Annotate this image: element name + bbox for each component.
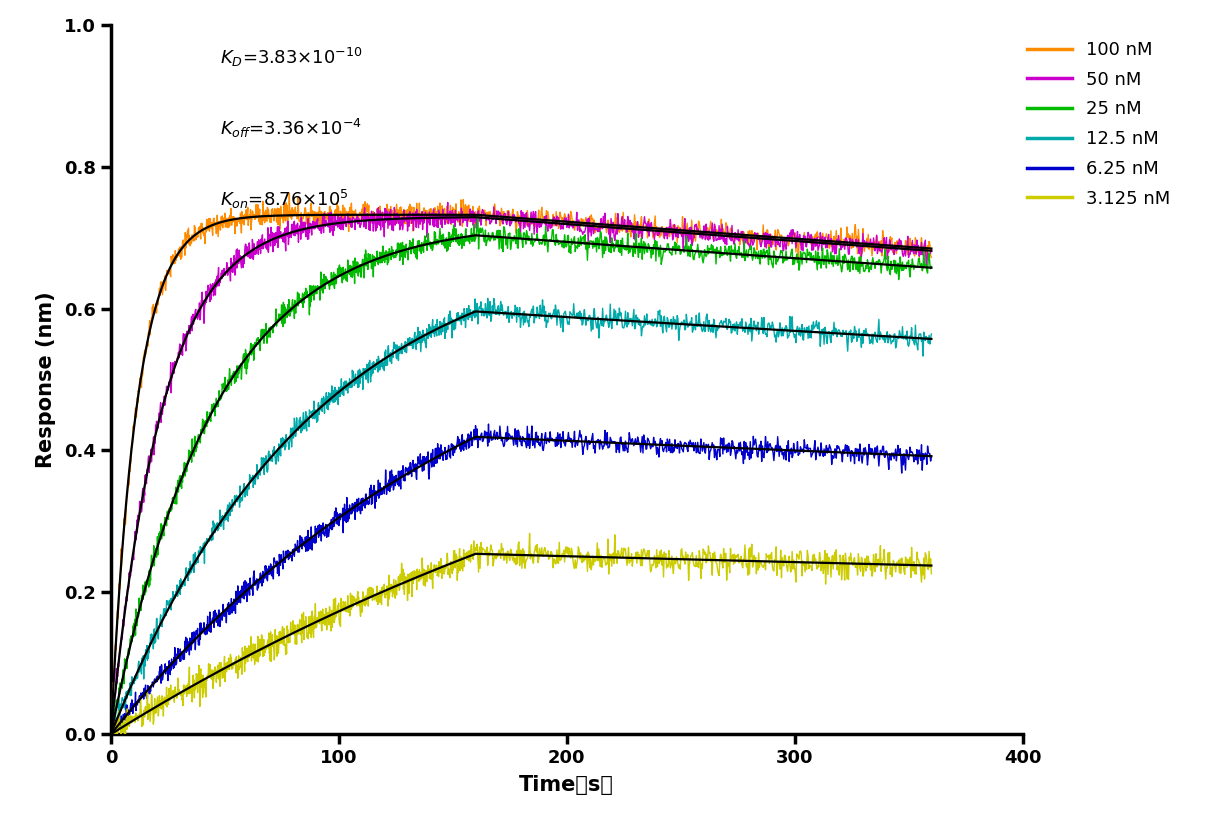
3.125 nM	[832, 570, 846, 580]
50 nM	[440, 197, 455, 207]
X-axis label: Time（s）: Time（s）	[519, 776, 615, 795]
Line: 100 nM: 100 nM	[111, 193, 931, 734]
6.25 nM	[674, 437, 689, 447]
50 nM	[336, 219, 351, 229]
25 nM	[586, 236, 601, 246]
25 nM	[832, 243, 846, 253]
100 nM	[924, 252, 939, 262]
3.125 nM	[133, 703, 148, 713]
Line: 12.5 nM: 12.5 nM	[111, 299, 931, 734]
12.5 nM	[133, 666, 148, 676]
Y-axis label: Response (nm): Response (nm)	[36, 291, 55, 468]
3.125 nM	[586, 560, 601, 570]
100 nM	[133, 380, 148, 390]
Text: $K_D$=3.83×10$^{-10}$: $K_D$=3.83×10$^{-10}$	[221, 46, 363, 69]
6.25 nM	[482, 419, 496, 429]
6.25 nM	[133, 691, 148, 701]
3.125 nM	[103, 719, 118, 729]
3.125 nM	[924, 569, 939, 579]
6.25 nM	[832, 441, 846, 451]
12.5 nM	[480, 294, 495, 304]
12.5 nM	[103, 729, 118, 739]
100 nM	[282, 188, 297, 198]
Legend: 100 nM, 50 nM, 25 nM, 12.5 nM, 6.25 nM, 3.125 nM: 100 nM, 50 nM, 25 nM, 12.5 nM, 6.25 nM, …	[1019, 34, 1178, 214]
12.5 nM	[924, 329, 939, 339]
100 nM	[674, 230, 689, 240]
3.125 nM	[522, 529, 537, 539]
12.5 nM	[336, 377, 351, 387]
6.25 nM	[924, 452, 939, 462]
25 nM	[338, 272, 352, 282]
6.25 nM	[103, 729, 118, 739]
12.5 nM	[276, 436, 291, 446]
100 nM	[338, 203, 352, 213]
3.125 nM	[674, 544, 689, 554]
25 nM	[924, 262, 939, 271]
100 nM	[585, 214, 600, 224]
100 nM	[832, 236, 846, 246]
50 nM	[276, 229, 291, 238]
50 nM	[832, 231, 846, 241]
12.5 nM	[674, 318, 689, 328]
25 nM	[674, 245, 689, 255]
25 nM	[471, 211, 485, 221]
50 nM	[103, 726, 118, 736]
50 nM	[924, 244, 939, 254]
6.25 nM	[336, 515, 351, 525]
50 nM	[585, 218, 600, 228]
100 nM	[276, 198, 291, 208]
6.25 nM	[585, 428, 600, 438]
Text: $K_{on}$=8.76×10$^5$: $K_{on}$=8.76×10$^5$	[221, 188, 349, 211]
50 nM	[674, 228, 689, 238]
Line: 3.125 nM: 3.125 nM	[111, 534, 931, 734]
Line: 25 nM: 25 nM	[111, 216, 931, 734]
50 nM	[133, 504, 148, 514]
12.5 nM	[585, 324, 600, 334]
3.125 nM	[105, 729, 120, 739]
25 nM	[103, 729, 118, 739]
3.125 nM	[277, 629, 292, 639]
Line: 6.25 nM: 6.25 nM	[111, 424, 931, 734]
12.5 nM	[832, 325, 846, 335]
6.25 nM	[276, 549, 291, 559]
100 nM	[103, 729, 118, 739]
25 nM	[277, 299, 292, 309]
Line: 50 nM: 50 nM	[111, 202, 931, 731]
25 nM	[133, 606, 148, 615]
25 nM	[105, 729, 120, 739]
Text: $K_{off}$=3.36×10$^{-4}$: $K_{off}$=3.36×10$^{-4}$	[221, 117, 362, 140]
3.125 nM	[338, 605, 352, 615]
